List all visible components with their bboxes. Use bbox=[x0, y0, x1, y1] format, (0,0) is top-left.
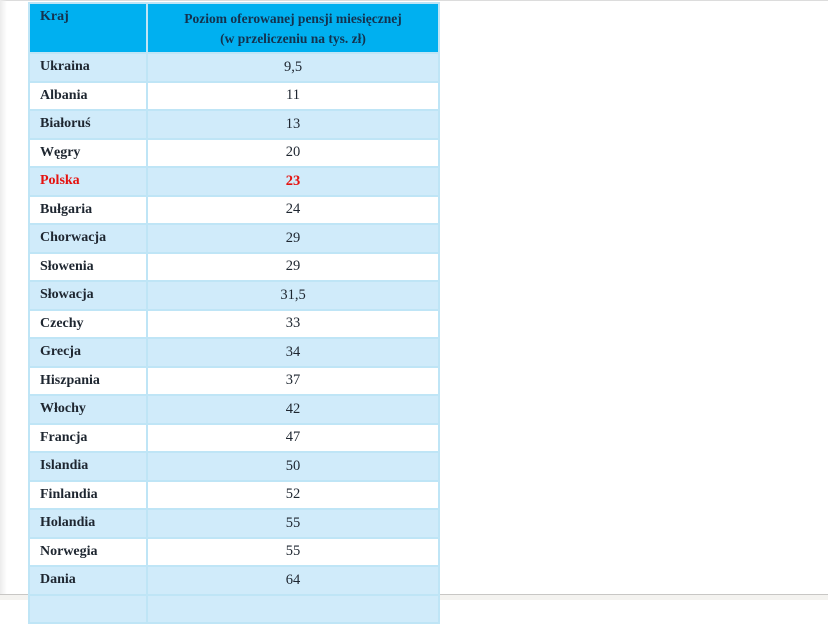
country-cell: Węgry bbox=[28, 137, 148, 168]
country-cell: Słowenia bbox=[28, 251, 148, 282]
column-header-salary-line1: Poziom oferowanej pensji miesięcznej bbox=[184, 11, 402, 26]
table-row: Francja 47 bbox=[28, 422, 440, 453]
value-cell: 13 bbox=[146, 109, 440, 140]
table-row: Grecja 34 bbox=[28, 337, 440, 368]
table-row: Bułgaria 24 bbox=[28, 194, 440, 225]
table-row: Hiszpania 37 bbox=[28, 365, 440, 396]
country-cell: Grecja bbox=[28, 337, 148, 368]
country-cell: Finlandia bbox=[28, 479, 148, 510]
value-cell: 31,5 bbox=[146, 280, 440, 311]
value-cell: 50 bbox=[146, 451, 440, 482]
table-row: Czechy 33 bbox=[28, 308, 440, 339]
table-row-highlighted: Polska 23 bbox=[28, 166, 440, 197]
window-top-edge bbox=[0, 0, 828, 1]
table-row: Chorwacja 29 bbox=[28, 223, 440, 254]
value-cell: 42 bbox=[146, 394, 440, 425]
country-cell: Holandia bbox=[28, 508, 148, 539]
country-cell: Białoruś bbox=[28, 109, 148, 140]
country-cell bbox=[28, 593, 148, 624]
value-cell: 55 bbox=[146, 508, 440, 539]
value-cell: 64 bbox=[146, 565, 440, 596]
value-cell: 37 bbox=[146, 365, 440, 396]
value-cell: 47 bbox=[146, 422, 440, 453]
value-cell: 29 bbox=[146, 223, 440, 254]
value-cell: 34 bbox=[146, 337, 440, 368]
value-cell: 23 bbox=[146, 166, 440, 197]
country-cell: Francja bbox=[28, 422, 148, 453]
table-row: Albania 11 bbox=[28, 80, 440, 111]
value-cell bbox=[146, 593, 440, 624]
country-cell: Albania bbox=[28, 80, 148, 111]
country-cell: Ukraina bbox=[28, 52, 148, 83]
country-cell: Norwegia bbox=[28, 536, 148, 567]
column-header-salary-line2: (w przeliczeniu na tys. zł) bbox=[220, 30, 366, 46]
column-header-salary: Poziom oferowanej pensji miesięcznej (w … bbox=[146, 2, 440, 54]
country-cell: Polska bbox=[28, 166, 148, 197]
country-cell: Czechy bbox=[28, 308, 148, 339]
value-cell: 52 bbox=[146, 479, 440, 510]
table-row: Słowenia 29 bbox=[28, 251, 440, 282]
country-cell: Słowacja bbox=[28, 280, 148, 311]
table-row: Holandia 55 bbox=[28, 508, 440, 539]
table-row: Włochy 42 bbox=[28, 394, 440, 425]
table-row: Słowacja 31,5 bbox=[28, 280, 440, 311]
column-header-country: Kraj bbox=[28, 2, 148, 54]
country-cell: Hiszpania bbox=[28, 365, 148, 396]
table-row: Białoruś 13 bbox=[28, 109, 440, 140]
value-cell: 11 bbox=[146, 80, 440, 111]
table-row-clipped bbox=[28, 593, 440, 624]
salary-table: Kraj Poziom oferowanej pensji miesięczne… bbox=[28, 2, 440, 624]
value-cell: 20 bbox=[146, 137, 440, 168]
value-cell: 9,5 bbox=[146, 52, 440, 83]
page-left-shadow bbox=[0, 0, 7, 600]
table-row: Islandia 50 bbox=[28, 451, 440, 482]
table-header-row: Kraj Poziom oferowanej pensji miesięczne… bbox=[28, 2, 440, 54]
table-row: Dania 64 bbox=[28, 565, 440, 596]
table-row: Norwegia 55 bbox=[28, 536, 440, 567]
country-cell: Dania bbox=[28, 565, 148, 596]
table-row: Ukraina 9,5 bbox=[28, 52, 440, 83]
value-cell: 33 bbox=[146, 308, 440, 339]
table-row: Finlandia 52 bbox=[28, 479, 440, 510]
table-row: Węgry 20 bbox=[28, 137, 440, 168]
country-cell: Islandia bbox=[28, 451, 148, 482]
country-cell: Bułgaria bbox=[28, 194, 148, 225]
country-cell: Chorwacja bbox=[28, 223, 148, 254]
value-cell: 24 bbox=[146, 194, 440, 225]
value-cell: 29 bbox=[146, 251, 440, 282]
value-cell: 55 bbox=[146, 536, 440, 567]
country-cell: Włochy bbox=[28, 394, 148, 425]
